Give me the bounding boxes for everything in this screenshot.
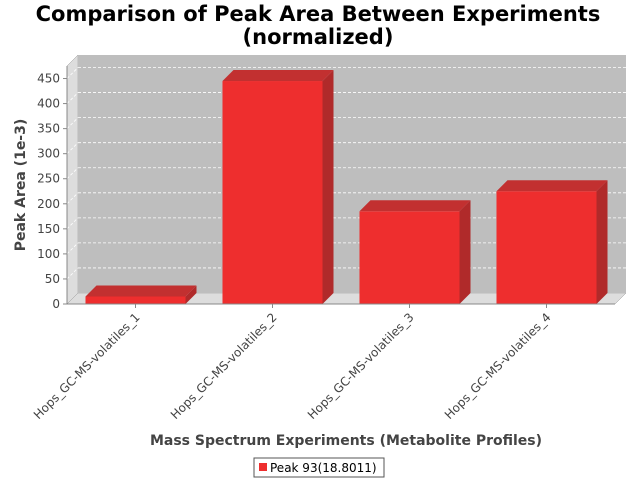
- chart-title-line-1: Comparison of Peak Area Between Experime…: [36, 2, 601, 26]
- gridline-wall: [66, 192, 79, 205]
- bar: [222, 81, 323, 304]
- gridline-wall: [66, 217, 79, 230]
- x-tick-label: Hops_GC-MS-volatiles_4: [442, 310, 554, 422]
- y-tick-label: 0: [52, 297, 60, 311]
- bar: [359, 211, 460, 304]
- bar-top: [496, 180, 608, 192]
- x-tick-label: Hops_GC-MS-volatiles_1: [31, 310, 143, 422]
- y-tick-label: 450: [37, 72, 60, 86]
- y-tick-label: 100: [37, 247, 60, 261]
- left-wall: [66, 54, 79, 305]
- bar: [85, 296, 186, 304]
- gridline-wall: [66, 67, 79, 79]
- gridline-wall: [66, 117, 79, 129]
- y-tick-label: 250: [37, 172, 60, 186]
- bar-side: [459, 200, 471, 304]
- y-tick-label: 150: [37, 222, 60, 236]
- x-tick-label: Hops_GC-MS-volatiles_2: [168, 310, 280, 422]
- legend-swatch: [259, 463, 267, 471]
- x-tick-label: Hops_GC-MS-volatiles_3: [305, 310, 417, 422]
- legend-label: Peak 93(18.8011): [270, 461, 377, 475]
- y-tick-label: 400: [37, 97, 60, 111]
- gridline-wall: [66, 242, 79, 255]
- bar-side: [596, 180, 608, 304]
- gridline-wall: [66, 267, 79, 280]
- y-tick-label: 350: [37, 122, 60, 136]
- bar-side: [322, 70, 334, 304]
- y-axis-label: Peak Area (1e-3): [13, 119, 29, 252]
- legend: Peak 93(18.8011): [253, 457, 385, 478]
- bar-side: [185, 285, 197, 304]
- bar-top: [222, 70, 334, 82]
- plot-area: 0 50 100 150 200 250 300 350 400 450 Hops_GC-MS-vo…: [31, 54, 627, 422]
- chart-title-line-2: (normalized): [243, 25, 394, 49]
- y-tick-label: 200: [37, 197, 60, 211]
- legend-box: [253, 457, 385, 478]
- y-tick-label: 50: [45, 272, 60, 286]
- bar-top: [85, 285, 197, 297]
- y-tick-label: 300: [37, 147, 60, 161]
- bar: [496, 191, 597, 304]
- gridline-wall: [66, 92, 79, 104]
- gridline-wall: [66, 167, 79, 180]
- x-axis-label: Mass Spectrum Experiments (Metabolite Pr…: [150, 433, 542, 449]
- gridline-wall: [66, 142, 79, 154]
- bar-top: [359, 200, 471, 212]
